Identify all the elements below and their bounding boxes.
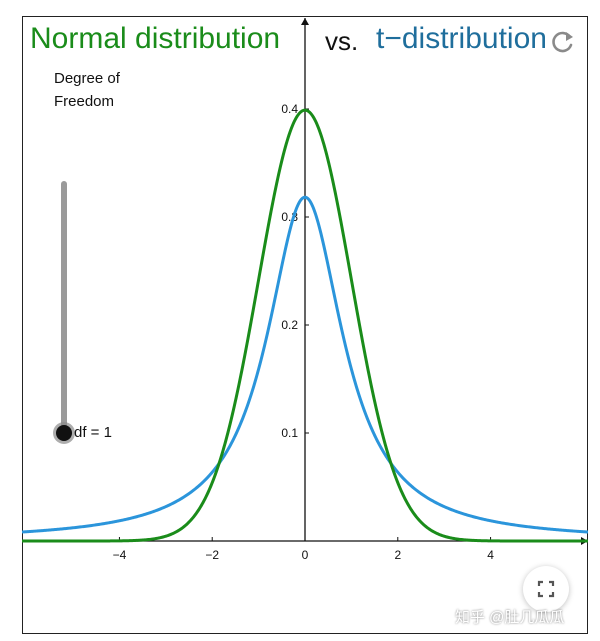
x-tick-label: 0 [302,548,309,562]
fullscreen-button[interactable] [523,566,569,612]
df-slider[interactable] [53,181,75,444]
y-tick-label: 0.4 [281,102,298,116]
watermark: 知乎 @肚几瓜瓜 [455,609,565,626]
y-axis-arrow [301,18,309,25]
y-tick-label: 0.2 [281,318,298,332]
slider-caption-line1: Degree of [54,70,120,87]
title-normal-distribution: Normal distribution [30,22,281,55]
slider-caption-line2: Freedom [54,93,115,110]
df-slider-knob[interactable] [56,425,72,441]
title-t-distribution: t−distribution [376,22,547,55]
x-tick-label: 4 [487,548,494,562]
t-distribution-curve [21,195,589,534]
axis-ticks: −4 −2 0 2 40.10.20.30.4 [113,102,495,562]
x-tick-label: 2 [394,548,401,562]
refresh-icon[interactable] [548,28,576,56]
x-tick-label: −4 [113,548,127,562]
normal-distribution-curve [22,108,588,543]
x-tick-label: −2 [205,548,219,562]
df-value-label: df = 1 [74,424,112,441]
y-tick-label: 0.1 [281,426,298,440]
fullscreen-icon [537,580,555,598]
title-vs: vs. [325,26,359,56]
